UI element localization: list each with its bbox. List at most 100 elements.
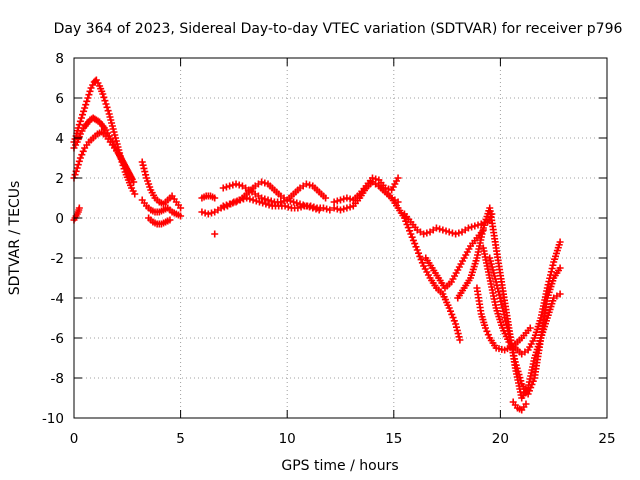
data-point — [75, 157, 83, 165]
data-point — [80, 107, 88, 115]
series-s15 — [368, 178, 464, 344]
data-point — [104, 107, 112, 115]
y-tick-label: -6 — [51, 331, 64, 347]
data-point — [204, 210, 212, 218]
series-s21 — [509, 398, 530, 414]
data-point — [229, 199, 237, 207]
data-point — [219, 202, 227, 210]
grid — [74, 58, 607, 418]
series-s12 — [211, 230, 219, 238]
data-point — [249, 196, 257, 204]
data-point — [83, 97, 91, 105]
data-point — [474, 221, 482, 229]
data-point — [177, 212, 185, 220]
data-point — [73, 164, 81, 172]
data-point — [138, 158, 146, 166]
data-point — [343, 204, 351, 212]
data-point — [411, 240, 419, 248]
data-point — [326, 206, 334, 214]
data-point — [302, 202, 310, 210]
data-point — [512, 361, 520, 369]
data-point — [416, 252, 424, 260]
x-tick-label: 15 — [385, 431, 402, 447]
series-s11 — [198, 192, 219, 202]
data-point — [261, 179, 269, 187]
x-tick-label: 5 — [176, 431, 185, 447]
data-point — [246, 195, 254, 203]
data-point — [79, 111, 87, 119]
data-point — [258, 194, 266, 202]
data-point — [448, 229, 456, 237]
data-point — [211, 230, 219, 238]
data-point — [455, 229, 463, 237]
data-point — [517, 377, 525, 385]
data-point — [198, 208, 206, 216]
data-point — [101, 97, 109, 105]
data-point — [449, 314, 457, 322]
data-point — [100, 93, 108, 101]
chart-title: Day 364 of 2023, Sidereal Day-to-day VTE… — [54, 21, 623, 37]
data-point — [423, 229, 431, 237]
series-s3 — [70, 128, 136, 182]
data-point — [452, 230, 460, 238]
data-point — [309, 204, 317, 212]
data-point — [515, 371, 523, 379]
data-point — [82, 101, 90, 109]
series-s20 — [486, 254, 564, 398]
data-point — [284, 203, 292, 211]
data-point — [166, 216, 174, 224]
data-point — [323, 205, 331, 213]
data-point — [409, 236, 417, 244]
data-point — [529, 377, 537, 385]
data-point — [177, 204, 185, 212]
data-point — [99, 90, 107, 98]
data-point — [413, 246, 421, 254]
data-point — [436, 225, 444, 233]
data-point — [302, 180, 310, 188]
axis-ticks: 0 5 10 15 20 25 -10 -8 -6 -4 -2 0 2 4 6 8 — [42, 51, 616, 447]
data-point — [235, 181, 243, 189]
y-tick-label: -4 — [51, 291, 64, 307]
data-point — [513, 364, 521, 372]
data-point — [445, 304, 453, 312]
data-point — [404, 224, 412, 232]
x-tick-label: 0 — [70, 431, 79, 447]
y-tick-label: -8 — [51, 371, 64, 387]
data-point — [294, 204, 302, 212]
data-point — [139, 161, 147, 169]
data-point — [556, 264, 564, 272]
data-point — [454, 330, 462, 338]
data-point — [417, 256, 425, 264]
data-point — [418, 259, 426, 267]
data-point — [81, 104, 89, 112]
data-point — [102, 100, 110, 108]
data-point — [71, 171, 79, 179]
data-point — [103, 103, 111, 111]
data-point — [346, 203, 354, 211]
series-s6 — [138, 196, 185, 220]
data-point — [407, 230, 415, 238]
data-point — [330, 204, 338, 212]
data-point — [412, 243, 420, 251]
data-point — [406, 227, 414, 235]
data-point — [468, 223, 476, 231]
y-tick-label: 2 — [55, 171, 64, 187]
series-s4 — [70, 204, 83, 224]
data-point — [232, 180, 240, 188]
data-point — [312, 205, 320, 213]
data-point — [452, 320, 460, 328]
data-point — [258, 178, 266, 186]
data-point — [452, 323, 460, 331]
data-point — [333, 205, 341, 213]
data-point — [211, 194, 219, 202]
data-point — [142, 171, 150, 179]
data-point — [296, 200, 304, 208]
data-point — [343, 194, 351, 202]
data-point — [333, 197, 341, 205]
data-point — [447, 307, 455, 315]
data-point — [74, 161, 82, 169]
plot-frame — [73, 57, 608, 419]
data-point — [456, 336, 464, 344]
data-point — [201, 209, 209, 217]
